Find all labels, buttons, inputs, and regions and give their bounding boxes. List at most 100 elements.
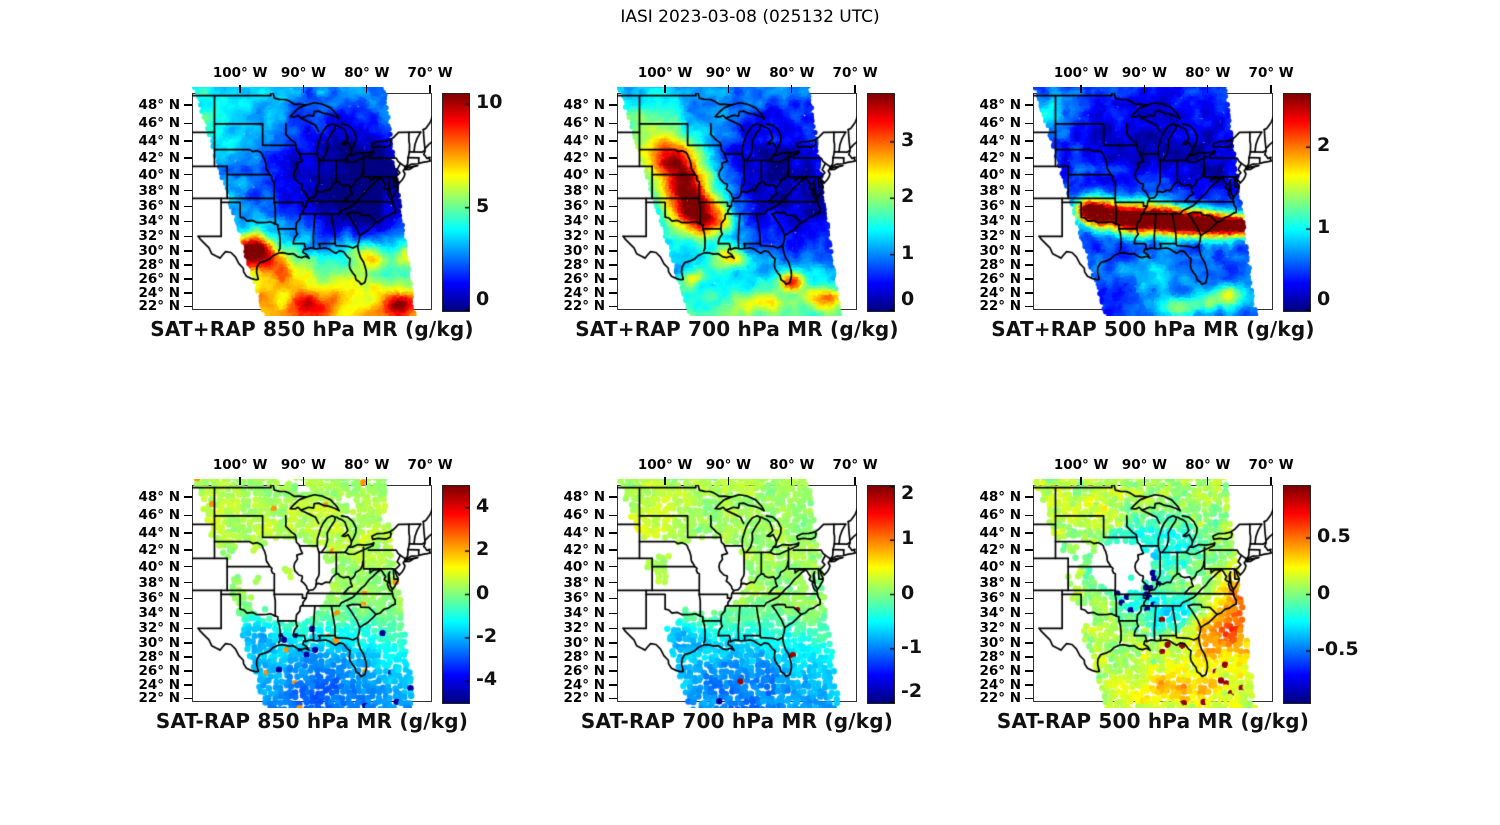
lon-tick-label: 70° W: [407, 65, 453, 81]
lat-tick-label: 36° N: [563, 590, 605, 607]
lat-tick-label: 30° N: [138, 242, 180, 259]
map-canvas-sat-minus-rap-850: [192, 479, 432, 708]
lat-tick: [609, 104, 617, 106]
lat-tick: [1025, 292, 1033, 294]
lat-tick: [1025, 104, 1033, 106]
lat-tick: [609, 697, 617, 700]
lat-tick: [184, 642, 192, 644]
lat-tick: [1025, 205, 1033, 207]
lon-tick: [791, 477, 793, 485]
lat-tick-label: 36° N: [138, 590, 180, 607]
lat-tick-label: 44° N: [138, 525, 180, 541]
lat-tick: [609, 250, 617, 252]
lat-tick-label: 48° N: [563, 489, 605, 506]
lon-tick: [854, 477, 856, 485]
lat-tick-label: 28° N: [979, 649, 1021, 666]
lat-tick: [184, 597, 192, 599]
lat-tick-label: 40° N: [138, 558, 180, 575]
lon-tick: [302, 477, 305, 485]
colorbar-tick-label: -0.5: [1317, 638, 1359, 660]
lat-tick: [184, 157, 192, 159]
lat-tick: [609, 642, 617, 644]
lon-tick: [1207, 85, 1209, 93]
lat-tick-label: 34° N: [563, 213, 605, 230]
lat-tick: [609, 565, 617, 568]
lon-tick-label: 100° W: [1053, 457, 1109, 473]
colorbar-tick-label: -4: [476, 668, 498, 691]
lat-tick-label: 38° N: [979, 574, 1021, 591]
colorbar-tick-label: 1: [901, 527, 915, 550]
lat-tick-label: 36° N: [563, 198, 605, 215]
lat-tick-label: 40° N: [979, 166, 1021, 183]
colorbar-tick-label: 0: [1317, 581, 1331, 604]
lat-tick-label: 38° N: [563, 574, 605, 591]
lat-tick: [184, 122, 192, 125]
lat-tick: [1025, 250, 1033, 252]
lat-tick: [184, 627, 192, 629]
lat-tick-label: 28° N: [563, 649, 605, 666]
lat-tick: [609, 292, 617, 294]
lat-tick-label: 28° N: [563, 257, 605, 274]
lon-tick-label: 70° W: [1248, 457, 1294, 473]
lat-tick: [184, 220, 192, 223]
lat-tick: [1025, 514, 1033, 517]
lat-tick-label: 32° N: [563, 620, 605, 637]
lat-tick-label: 30° N: [563, 634, 605, 651]
lon-tick-label: 100° W: [212, 457, 268, 473]
colorbar-tick-label: -2: [901, 680, 923, 702]
map-canvas-sat-plus-rap-500: [1033, 87, 1273, 316]
lat-tick: [609, 173, 617, 176]
lat-tick-label: 38° N: [138, 574, 180, 591]
lat-tick-label: 40° N: [138, 166, 180, 183]
map-canvas-sat-minus-rap-500: [1033, 479, 1273, 708]
map-canvas-sat-plus-rap-700: [617, 87, 857, 316]
lat-tick: [184, 496, 192, 498]
lat-tick: [184, 697, 192, 700]
lat-tick-label: 38° N: [979, 182, 1021, 199]
lat-tick-label: 28° N: [138, 649, 180, 666]
lat-tick-label: 40° N: [979, 558, 1021, 575]
colorbar-sat-minus-rap-850: [442, 485, 470, 704]
figure-title: IASI 2023-03-08 (025132 UTC): [620, 7, 880, 27]
colorbar-tick-label: 0: [901, 288, 915, 310]
lat-tick-label: 36° N: [979, 590, 1021, 607]
lon-tick-label: 80° W: [769, 457, 815, 473]
lat-tick-label: 42° N: [979, 542, 1021, 559]
lat-tick-label: 34° N: [138, 605, 180, 622]
colorbar-tick-label: 0: [901, 581, 915, 604]
lon-tick: [1207, 477, 1209, 485]
lat-tick-label: 22° N: [979, 298, 1021, 315]
lat-tick-label: 24° N: [563, 676, 605, 693]
colorbar-tick-label: 5: [476, 194, 490, 217]
lat-tick-label: 46° N: [979, 115, 1021, 132]
lat-tick-label: 26° N: [979, 271, 1021, 288]
map-canvas-sat-plus-rap-850: [192, 87, 432, 316]
lat-tick-label: 28° N: [979, 257, 1021, 274]
lon-tick-label: 90° W: [280, 457, 327, 473]
lat-tick: [184, 581, 192, 584]
lon-tick: [1080, 477, 1082, 485]
lat-tick-label: 40° N: [563, 558, 605, 575]
lon-tick: [1143, 85, 1146, 93]
lat-tick: [1025, 612, 1033, 615]
panel-title-sat-plus-rap-850: SAT+RAP 850 hPa MR (g/kg): [150, 317, 474, 341]
lat-tick: [184, 514, 192, 517]
lat-tick-label: 46° N: [979, 507, 1021, 524]
lat-tick: [1025, 581, 1033, 584]
lat-tick: [1025, 189, 1033, 192]
lat-tick: [1025, 140, 1033, 142]
lat-tick-label: 22° N: [979, 690, 1021, 707]
panel-title-sat-plus-rap-500: SAT+RAP 500 hPa MR (g/kg): [991, 317, 1315, 341]
lat-tick: [609, 278, 617, 280]
lon-tick-label: 80° W: [1185, 457, 1231, 473]
lat-tick: [1025, 684, 1033, 686]
lat-tick: [1025, 278, 1033, 280]
lon-tick: [366, 477, 368, 485]
lon-tick-label: 100° W: [212, 65, 268, 81]
colorbar-tick-label: 2: [901, 482, 915, 504]
lat-tick: [1025, 122, 1033, 125]
lon-tick: [727, 477, 730, 485]
lat-tick-label: 22° N: [138, 298, 180, 315]
lon-tick: [1080, 85, 1082, 93]
lat-tick-label: 38° N: [138, 182, 180, 199]
